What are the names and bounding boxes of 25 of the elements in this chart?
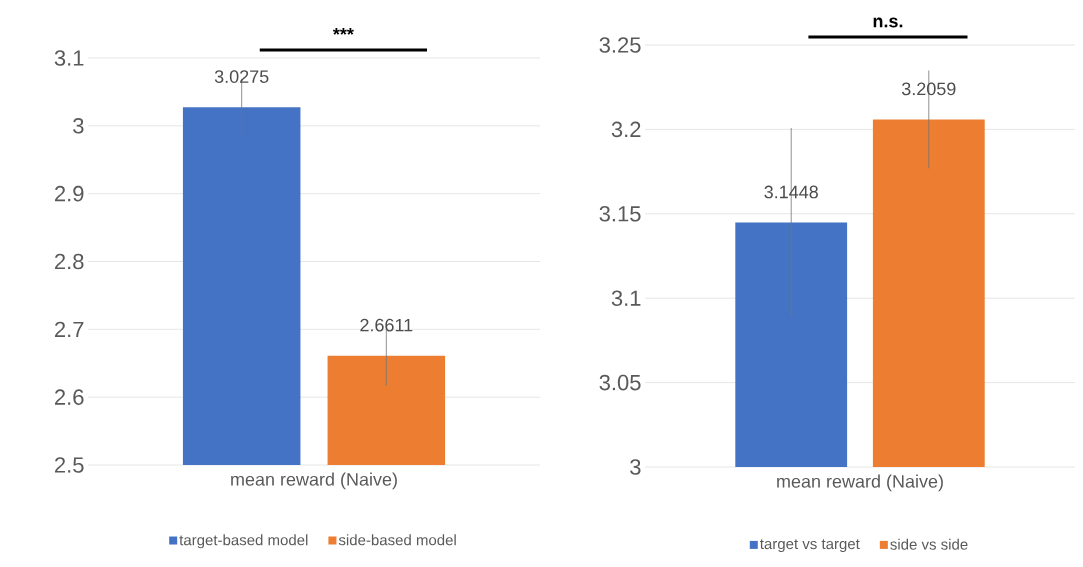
y-tick-label: 3 [73,118,84,134]
y-tick-label: 2.7 [55,321,84,338]
y-tick-label: 3.15 [599,206,641,222]
data-label: 3.2059 [901,82,956,96]
legend-label: target-based model [179,534,308,549]
y-tick-label: 2.9 [55,185,84,202]
x-tick-label: mean reward (Naive) [231,472,397,490]
y-tick-label: 2.6 [55,389,84,405]
legend-label: side vs side [890,538,968,550]
y-tick-label: 3.2 [611,121,641,138]
data-label: 2.6611 [360,318,413,332]
data-label: 3.1448 [764,185,818,199]
y-tick-label: 3.1 [54,50,84,66]
y-tick-label: 3.05 [599,374,641,391]
data-label: 3.0275 [214,70,269,83]
x-tick-label: mean reward (Naive) [777,474,943,492]
y-tick-label: 2.8 [55,253,84,270]
y-tick-label: 3.25 [599,37,641,53]
y-tick-label: 2.5 [55,457,84,473]
text: n.s. [873,17,903,28]
text: *** [332,28,354,35]
legend-label: side-based model [338,534,456,546]
y-tick-label: 3 [630,459,641,475]
y-tick-label: 3.1 [611,290,641,306]
legend-label: target vs target [760,539,860,553]
